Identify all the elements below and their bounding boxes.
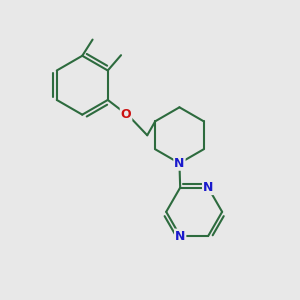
Text: N: N xyxy=(203,181,213,194)
Text: O: O xyxy=(121,108,131,121)
Text: N: N xyxy=(174,157,184,170)
Text: N: N xyxy=(175,230,185,243)
